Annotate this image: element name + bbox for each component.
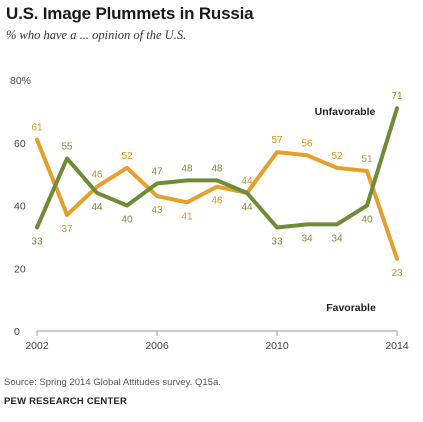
y-tick-label: 80% xyxy=(10,75,31,87)
unfavorable-data-label: 55 xyxy=(61,141,73,152)
favorable-data-label: 56 xyxy=(301,138,313,149)
favorable-series-label: Favorable xyxy=(326,302,376,314)
favorable-data-label: 44 xyxy=(241,176,253,187)
favorable-data-label: 23 xyxy=(391,268,403,279)
x-tick-label: 2006 xyxy=(145,340,169,352)
y-tick-label: 0 xyxy=(14,326,20,338)
x-tick-label: 2014 xyxy=(385,340,409,352)
favorable-data-label: 52 xyxy=(121,151,133,162)
x-tick-label: 2002 xyxy=(25,340,49,352)
unfavorable-data-label: 40 xyxy=(121,215,133,226)
y-tick-label: 60 xyxy=(14,138,26,150)
unfavorable-data-label: 47 xyxy=(151,167,163,178)
unfavorable-data-label: 33 xyxy=(31,236,43,247)
favorable-data-label: 51 xyxy=(361,154,373,165)
line-chart: 0 20 40 60 80% 2002 2006 2010 2014 61 33 37 55 46 44 5… xyxy=(10,75,409,352)
source-note: Source: Spring 2014 Global Attitudes sur… xyxy=(4,377,221,388)
unfavorable-data-label: 48 xyxy=(181,163,193,174)
favorable-data-label: 52 xyxy=(331,151,343,162)
favorable-data-label: 46 xyxy=(91,170,103,181)
y-tick-label: 40 xyxy=(14,201,26,213)
chart-title: U.S. Image Plummets in Russia xyxy=(6,4,254,23)
unfavorable-data-label: 40 xyxy=(361,215,373,226)
unfavorable-data-label: 48 xyxy=(211,163,223,174)
unfavorable-line xyxy=(35,106,399,230)
favorable-data-label: 41 xyxy=(181,211,193,222)
unfavorable-data-label: 34 xyxy=(331,233,343,244)
favorable-data-label: 46 xyxy=(211,196,223,207)
chart-subtitle: % who have a ... opinion of the U.S. xyxy=(6,28,187,42)
favorable-data-label: 61 xyxy=(31,123,43,134)
y-tick-label: 20 xyxy=(14,263,26,275)
unfavorable-data-label: 44 xyxy=(241,202,253,213)
unfavorable-data-label: 33 xyxy=(271,236,283,247)
favorable-data-label: 57 xyxy=(271,135,283,146)
favorable-line xyxy=(35,137,399,261)
unfavorable-series-label: Unfavorable xyxy=(315,106,376,118)
x-tick-label: 2010 xyxy=(265,340,289,352)
unfavorable-data-label: 44 xyxy=(91,202,103,213)
favorable-data-label: 37 xyxy=(61,224,73,235)
favorable-data-label: 43 xyxy=(151,205,163,216)
unfavorable-data-label: 34 xyxy=(301,233,313,244)
unfavorable-data-label: 71 xyxy=(391,91,403,102)
org-name: PEW RESEARCH CENTER xyxy=(4,396,128,407)
